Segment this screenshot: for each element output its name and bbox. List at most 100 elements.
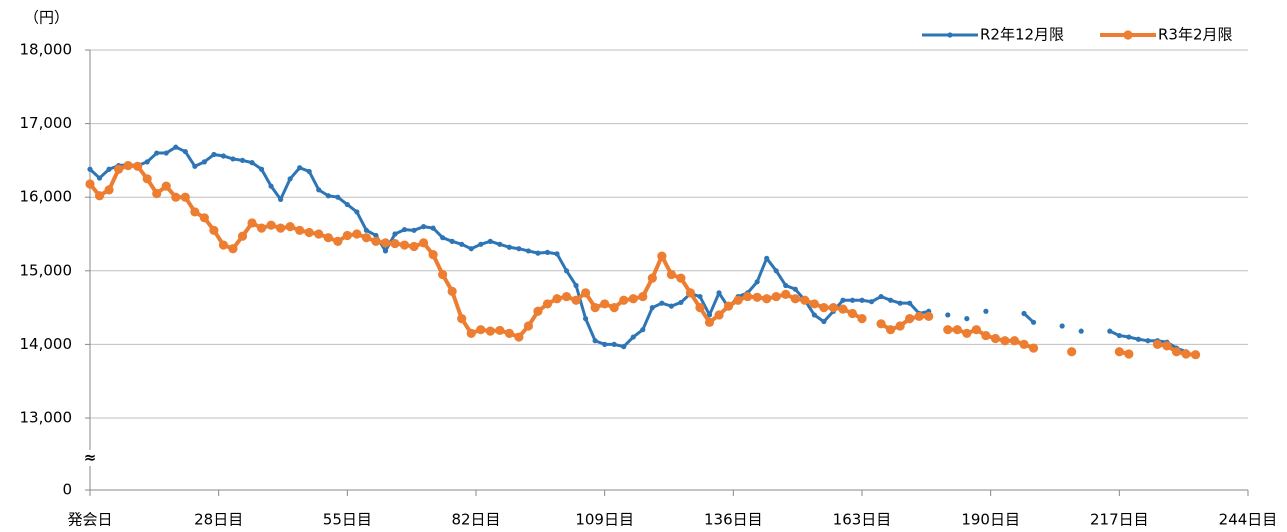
data-point [773,268,779,274]
data-point [609,303,619,313]
data-point [1135,336,1141,342]
data-point [325,193,331,199]
legend-label: R3年2月限 [1158,26,1233,44]
y-tick-label: 18,000 [20,41,73,59]
data-point [523,321,534,331]
data-point [962,328,972,338]
data-point [211,151,217,158]
data-point [590,303,600,313]
data-point [649,305,655,311]
data-point [468,246,474,252]
data-point [457,314,467,324]
data-point [1078,328,1084,334]
data-point [525,248,532,254]
data-point [266,220,276,230]
data-point [373,232,379,239]
y-tick-label: 13,000 [20,409,73,427]
data-point [163,150,169,156]
data-point [352,229,362,239]
x-tick-label: 163日目 [833,511,892,529]
data-point [800,295,810,305]
data-point [821,318,827,325]
y-tick-label: 14,000 [20,335,73,353]
y-tick-label: 15,000 [20,261,73,279]
data-point [447,286,457,297]
data-point [418,238,429,248]
data-point [285,222,295,232]
data-point [828,303,839,313]
data-point [897,300,903,306]
data-point [306,168,312,175]
data-point [133,161,143,171]
data-point [161,181,171,191]
data-point [354,209,360,215]
data-point [113,164,124,174]
data-point [104,185,114,195]
data-point [247,218,257,228]
data-point [809,299,819,309]
data-point [849,297,856,303]
data-point [152,188,162,199]
data-point [209,225,219,235]
data-point [438,269,448,280]
data-point [380,238,391,248]
data-point [714,310,724,320]
data-point [190,207,200,217]
data-point [506,244,512,250]
data-point [907,300,913,306]
data-point [1145,338,1151,344]
data-point [676,273,686,283]
data-point [583,316,589,322]
data-point [554,251,560,257]
data-point [563,268,570,274]
data-point [781,289,791,299]
data-point [876,319,886,329]
data-point [697,293,703,300]
data-point [430,225,436,231]
data-point [990,333,1001,344]
data-point [485,326,495,336]
data-point [762,294,772,304]
data-point [685,288,696,298]
data-point [630,334,636,340]
data-point [287,176,293,182]
data-point [180,192,190,202]
x-tick-label: 109日目 [575,511,634,529]
data-point [228,244,238,254]
x-tick-label: 217日目 [1090,511,1149,529]
data-point [323,233,333,243]
data-point [611,341,617,347]
data-point [1152,339,1163,349]
data-point [628,294,638,304]
data-point [678,299,684,306]
data-point [363,227,369,233]
data-point [399,240,410,250]
data-point [668,303,674,309]
series-line [947,327,1035,350]
data-point [819,303,829,313]
data-point [504,328,514,338]
data-point [390,238,400,249]
data-point [268,183,274,189]
data-point [497,241,503,247]
data-point [695,303,705,313]
data-point [754,279,760,285]
data-point [478,241,484,247]
data-point [173,144,179,150]
data-point [361,233,371,243]
data-point [640,327,646,333]
data-point [602,341,608,347]
data-point [87,166,93,172]
data-point [905,314,915,324]
data-point [344,201,350,208]
data-point [621,344,627,350]
data-point [706,312,713,318]
y-tick-label: 16,000 [20,188,73,206]
data-point [94,191,105,201]
data-point [657,251,667,261]
data-point [1114,347,1124,357]
data-point [1019,339,1029,349]
data-point [1000,336,1010,346]
data-point [123,160,133,171]
data-point [914,311,924,322]
